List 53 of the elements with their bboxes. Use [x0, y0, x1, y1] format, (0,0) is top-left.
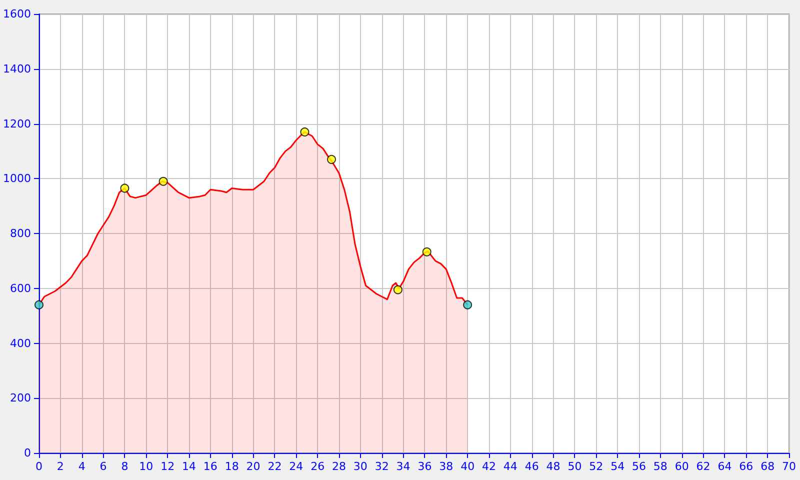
x-tick-label: 24	[289, 460, 304, 473]
x-tick-label: 46	[524, 460, 539, 473]
x-tick-label: 56	[632, 460, 646, 473]
point	[120, 184, 130, 193]
point	[327, 154, 336, 164]
x-tick-label: 14	[182, 460, 196, 473]
x-tick-label: 28	[332, 460, 346, 473]
x-tick-label: 22	[268, 460, 282, 473]
x-tick-label: 50	[568, 460, 582, 473]
y-tick-label: 200	[10, 392, 31, 405]
x-tick-label: 40	[460, 460, 475, 473]
y-tick-label: 1400	[3, 62, 31, 76]
x-tick-label: 52	[589, 460, 604, 473]
x-tick-label: 60	[674, 460, 689, 473]
x-tick-label: 36	[418, 460, 432, 473]
y-tick-label: 1200	[3, 117, 31, 130]
x-tick-label: 70	[782, 460, 796, 473]
point	[158, 176, 168, 186]
x-tick-label: 48	[546, 460, 560, 473]
x-tick-label: 18	[224, 460, 239, 473]
x-tick-label: 4	[78, 460, 86, 473]
x-tick-label: 20	[246, 460, 260, 473]
y-tick-label: 1600	[3, 8, 31, 20]
y-tick-label: 400	[10, 336, 31, 350]
x-tick-label: 66	[739, 460, 754, 473]
point	[300, 127, 310, 136]
x-tick-label: 54	[610, 460, 625, 473]
point	[393, 285, 402, 294]
point	[463, 300, 472, 310]
x-tick-label: 68	[760, 460, 775, 473]
x-tick-label: 62	[696, 460, 710, 473]
x-tick-label: 44	[503, 460, 518, 473]
x-tick-label: 30	[353, 460, 368, 473]
x-tick-label: 26	[310, 460, 325, 473]
x-tick-label: 16	[203, 460, 218, 473]
y-tick-label: 600	[10, 282, 31, 295]
x-tick-label: 64	[718, 460, 732, 473]
x-tick-label: 8	[121, 460, 128, 473]
x-tick-label: 2	[56, 460, 64, 473]
x-tick-label: 42	[482, 460, 496, 473]
x-tick-label: 34	[396, 460, 410, 473]
x-tick-label: 38	[439, 460, 454, 473]
y-tick-label: 0	[24, 446, 31, 460]
x-tick-label: 12	[160, 460, 175, 473]
x-tick-label: 10	[139, 460, 154, 473]
x-tick-label: 32	[374, 460, 389, 473]
y-tick-label: 800	[10, 227, 31, 240]
x-tick-label: 58	[653, 460, 668, 473]
x-tick-label: 0	[36, 460, 42, 473]
point	[422, 247, 432, 256]
point	[34, 300, 44, 310]
y-tick-label: 1000	[3, 172, 31, 186]
x-tick-label: 6	[100, 460, 107, 473]
